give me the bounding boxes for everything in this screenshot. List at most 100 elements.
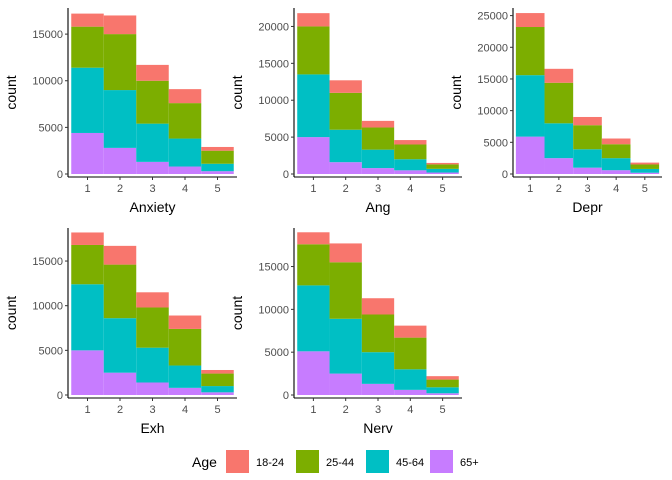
legend-key-swatch — [430, 450, 453, 473]
bar-segment — [201, 171, 234, 174]
bar-segment — [71, 232, 104, 245]
y-tick-label: 15000 — [477, 74, 508, 86]
bar-segment — [361, 168, 395, 174]
x-tick-label: 3 — [375, 404, 381, 416]
bar-segment — [329, 318, 362, 374]
x-tick-label: 3 — [375, 183, 381, 195]
bar-segment — [201, 369, 234, 374]
bar-segment — [394, 159, 427, 171]
bar-segment — [201, 146, 234, 151]
x-tick-label: 5 — [214, 183, 220, 195]
bar-segment — [329, 92, 362, 130]
y-tick-label: 15000 — [32, 256, 63, 268]
legend-key-label: 45-64 — [396, 457, 424, 469]
bar-segment — [394, 389, 427, 395]
bar-segment — [394, 170, 427, 174]
x-tick-label: 2 — [343, 183, 349, 195]
facet-panel-ang: 0 5000 10000 15000 20000 1 2 3 4 5 Ang count — [229, 8, 462, 215]
bar-segment — [394, 369, 427, 390]
x-tick-label: 1 — [310, 183, 316, 195]
bar-segment — [426, 168, 459, 173]
bar-segment — [297, 232, 330, 245]
x-tick-label: 1 — [310, 404, 316, 416]
bar-segment — [297, 244, 330, 286]
y-axis-title: count — [3, 75, 19, 109]
bar-segment — [544, 68, 574, 83]
y-tick-label: 5000 — [484, 137, 508, 149]
x-axis-title: Ang — [366, 199, 391, 215]
bar-segment — [544, 123, 574, 159]
bar-segment — [394, 140, 427, 145]
facet-panel-depr: 0 5000 10000 15000 20000 25000 1 2 3 4 5 Depr count — [448, 8, 662, 215]
bar-segment — [168, 387, 202, 395]
x-axis-title: Nerv — [363, 420, 393, 436]
bar-segment — [168, 138, 202, 167]
x-tick-label: 3 — [149, 183, 155, 195]
facet-panel-exh: 0 5000 10000 15000 1 2 3 4 5 Exh count — [3, 228, 237, 436]
bar-segment — [329, 373, 362, 395]
bar-segment — [573, 125, 602, 150]
y-tick-label: 5000 — [265, 132, 289, 144]
y-tick-label: 0 — [283, 169, 289, 181]
y-tick-label: 10000 — [32, 301, 63, 313]
bar-segment — [361, 120, 395, 128]
legend-title: Age — [192, 454, 217, 470]
bar-segment — [297, 26, 330, 75]
x-tick-label: 2 — [556, 183, 562, 195]
bar-segment — [329, 262, 362, 319]
bar-segment — [515, 75, 545, 137]
bar-segment — [601, 144, 631, 159]
x-tick-label: 4 — [407, 404, 413, 416]
x-axis-title: Anxiety — [130, 199, 176, 215]
x-axis-title: Exh — [140, 420, 164, 436]
bar-segment — [329, 129, 362, 163]
bar-segment — [103, 245, 137, 265]
bar-segment — [71, 244, 104, 285]
facet-panel-nerv: 0 5000 10000 15000 1 2 3 4 5 Nerv count — [229, 228, 462, 436]
bar-segment — [136, 80, 169, 124]
bar-segment — [136, 347, 169, 383]
bar-segment — [426, 379, 459, 388]
y-tick-label: 15000 — [32, 29, 63, 41]
bar-segment — [361, 298, 395, 315]
bar-segment — [71, 350, 104, 395]
bar-segment — [394, 325, 427, 338]
bar-segment — [136, 161, 169, 174]
y-tick-label: 5000 — [39, 345, 63, 357]
bar-segment — [136, 382, 169, 395]
x-tick-label: 1 — [84, 183, 90, 195]
bar-segment — [103, 318, 137, 373]
y-axis-title: count — [229, 296, 245, 330]
legend-key-swatch — [366, 450, 389, 473]
bar-segment — [201, 163, 234, 172]
bar-segment — [361, 127, 395, 150]
bar-segment — [426, 393, 459, 395]
bar-segment — [201, 386, 234, 393]
bar-segment — [515, 136, 545, 174]
bar-segment — [168, 328, 202, 366]
x-tick-label: 1 — [84, 404, 90, 416]
bar-segment — [136, 64, 169, 81]
y-tick-label: 20000 — [477, 42, 508, 54]
x-tick-label: 1 — [527, 183, 533, 195]
y-tick-label: 10000 — [32, 76, 63, 88]
x-tick-label: 2 — [117, 404, 123, 416]
bar-segment — [361, 314, 395, 353]
x-tick-label: 5 — [440, 404, 446, 416]
legend-key-label: 65+ — [460, 457, 479, 469]
x-tick-label: 2 — [343, 404, 349, 416]
bar-segment — [601, 158, 631, 171]
y-axis-title: count — [448, 75, 464, 109]
x-tick-label: 4 — [182, 404, 188, 416]
bar-segment — [168, 315, 202, 329]
y-tick-label: 20000 — [258, 21, 289, 33]
y-axis-title: count — [3, 296, 19, 330]
legend-key-label: 25-44 — [326, 457, 354, 469]
bar-segment — [573, 149, 602, 168]
bar-segment — [361, 352, 395, 384]
bar-segment — [601, 138, 631, 145]
bar-segment — [515, 27, 545, 76]
y-tick-label: 10000 — [258, 304, 289, 316]
bar-segment — [630, 162, 660, 165]
